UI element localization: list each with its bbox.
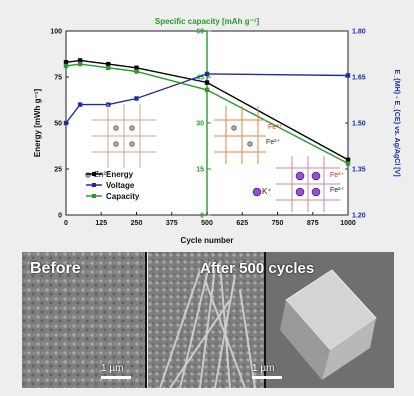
y-left-tick-label: 50 (54, 121, 62, 128)
x-tick-label: 625 (236, 220, 248, 227)
sem-label-after: After 500 cycles (200, 260, 315, 277)
y-right-tick-label: 1.65 (352, 75, 366, 82)
y-left-tick-label: 0 (58, 213, 62, 220)
point-capacity (77, 61, 83, 67)
y-right-tick-label: 1.80 (352, 29, 366, 36)
point-energy (134, 65, 139, 70)
inset-fe-lattice (214, 106, 266, 164)
scale-bar-before (101, 376, 131, 379)
y-axis-right-title: E_{MH} - E_{CE} vs. Ag/AgCl [V] (393, 69, 400, 176)
capacity-tick-label: 15 (196, 167, 204, 174)
capacity-tick-label: 30 (196, 121, 204, 128)
point-capacity (345, 161, 351, 166)
legend-marker-energy (92, 172, 96, 176)
point-capacity (106, 65, 111, 70)
inset-k-lattice (276, 156, 340, 212)
series-line-energy (65, 59, 349, 161)
top-axis-title: Specific capacity [mAh g⁻¹] (155, 17, 260, 26)
point-voltage (134, 96, 139, 101)
y-right-tick-label: 1.35 (352, 167, 366, 174)
x-tick-label: 1000 (340, 220, 356, 227)
point-capacity (204, 87, 210, 93)
point-capacity (134, 69, 139, 74)
scale-caption-before: 1 µm (101, 363, 124, 374)
sem-panel-after-cube (266, 252, 394, 388)
inset-k-ions (252, 171, 321, 197)
legend-marker-capacity (92, 194, 96, 198)
legend-label-voltage: Voltage (106, 181, 135, 190)
ion-label-zn: Zn²⁺ (94, 170, 110, 179)
capacity-tick-label: 45 (196, 75, 204, 82)
point-voltage (63, 120, 69, 126)
x-tick-label: 375 (166, 220, 178, 227)
scale-caption-after: 1 µm (252, 363, 275, 374)
capacity-tick-label: 0 (200, 213, 204, 220)
sem-label-before: Before (30, 260, 81, 277)
y-left-tick-label: 100 (50, 29, 62, 36)
point-energy (63, 60, 69, 65)
y-left-tick-label: 25 (54, 167, 62, 174)
axes-layer: 0 125 250 375 500 625 750 875 1000 0 25 50 75 100 1.20… (50, 29, 365, 228)
x-tick-label: 750 (272, 220, 284, 227)
ion-label-fe3-a: Fe³⁺ (268, 124, 283, 131)
point-energy (106, 61, 111, 67)
ion-label-k: K⁺ (262, 187, 272, 196)
legend: Energy Voltage Capacity (86, 170, 140, 201)
x-axis-title: Cycle number (181, 236, 234, 245)
y-axis-left-title: Energy [mWh g⁻¹] (33, 89, 42, 158)
y-left-tick-label: 75 (54, 75, 62, 82)
y-right-tick-label: 1.20 (352, 213, 366, 220)
point-energy (77, 58, 83, 63)
series-line-capacity (65, 63, 349, 165)
capacity-tick-label: 60 (196, 29, 204, 36)
series-layer (63, 58, 351, 166)
y-right-tick-label: 1.50 (352, 121, 366, 128)
ion-label-fe2-b: Fe²⁺ (330, 187, 345, 194)
ion-label-fe2-a: Fe²⁺ (266, 139, 281, 146)
point-energy (204, 80, 210, 85)
point-voltage (345, 73, 351, 78)
scale-bar-after (252, 376, 282, 379)
inset-zn-lattice (92, 104, 156, 168)
legend-label-energy: Energy (106, 170, 134, 179)
x-tick-label: 250 (131, 220, 143, 227)
point-voltage (77, 102, 83, 107)
point-voltage (204, 71, 210, 77)
point-capacity (63, 63, 69, 69)
x-tick-label: 875 (307, 220, 319, 227)
legend-marker-voltage (92, 183, 96, 187)
series-line-voltage (65, 73, 349, 124)
x-tick-label: 125 (95, 220, 107, 227)
point-energy (345, 157, 351, 162)
x-tick-label: 500 (201, 220, 213, 227)
inset-fe-ions (231, 125, 253, 147)
sem-panel-after-fibers (148, 252, 264, 389)
sem-panel-before (22, 252, 146, 388)
legend-label-capacity: Capacity (106, 192, 140, 201)
ion-label-fe3-b: Fe³⁺ (330, 172, 345, 179)
x-tick-label: 0 (64, 220, 68, 227)
